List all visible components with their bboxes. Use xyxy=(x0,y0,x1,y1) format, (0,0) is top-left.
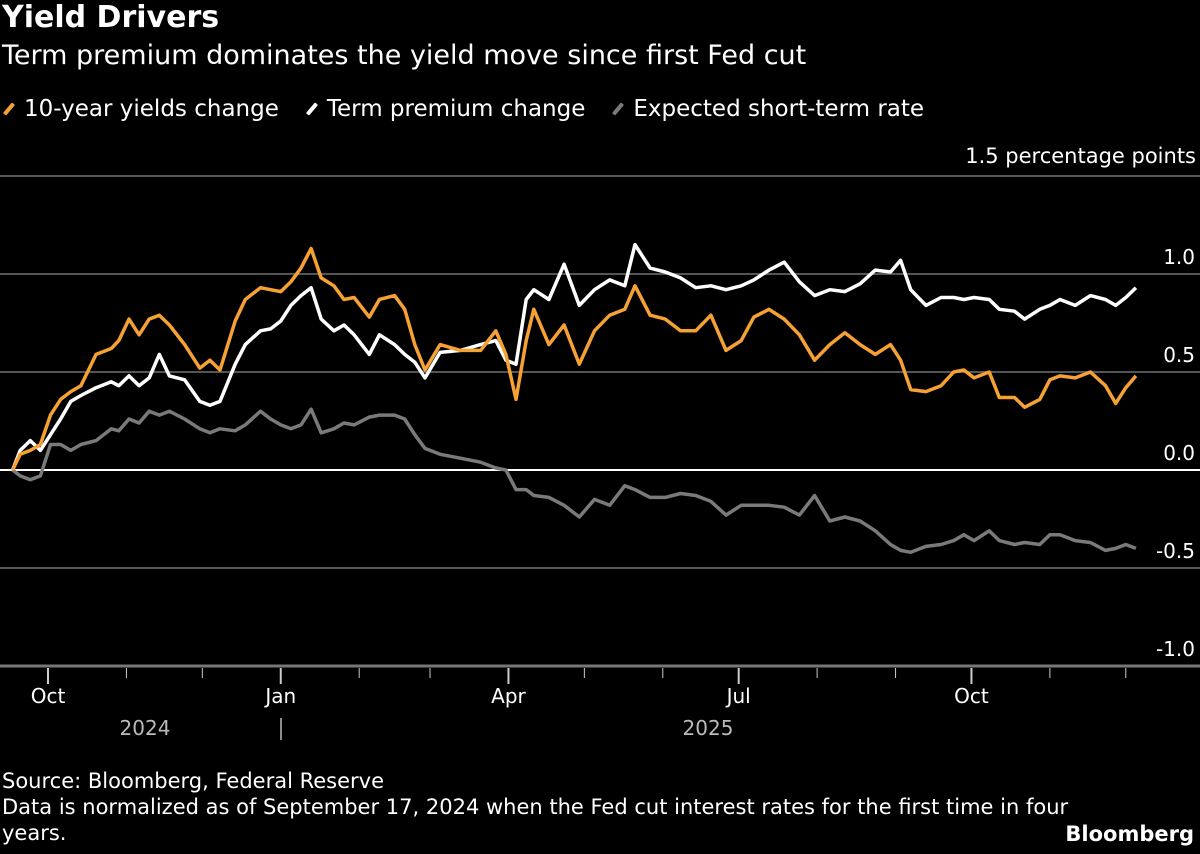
x-tick-label: Jul xyxy=(725,684,751,708)
data-note: Data is normalized as of September 17, 2… xyxy=(2,795,1069,845)
legend-item-expected-rate: Expected short-term rate xyxy=(611,96,924,122)
footer-notes: Source: Bloomberg, Federal Reserve Data … xyxy=(2,768,1082,846)
legend-label: Term premium change xyxy=(326,96,586,122)
legend-label: Expected short-term rate xyxy=(633,96,925,122)
y-tick-label: -1.0 xyxy=(1156,637,1195,661)
y-tick-label: 0.0 xyxy=(1163,441,1195,465)
legend: 10-year yields change Term premium chang… xyxy=(2,96,924,122)
x-tick-label: Oct xyxy=(954,684,989,708)
source-note: Source: Bloomberg, Federal Reserve xyxy=(2,769,384,793)
y-tick-label: 1.0 xyxy=(1163,245,1195,269)
chart-title: Yield Drivers xyxy=(2,0,220,35)
year-label: 2024 xyxy=(120,716,171,740)
legend-item-term-premium: Term premium change xyxy=(305,96,586,122)
chart-subtitle: Term premium dominates the yield move si… xyxy=(2,40,807,71)
x-tick-label: Apr xyxy=(491,684,526,708)
series-line-term-premium-change xyxy=(10,242,1138,471)
x-tick-label: Jan xyxy=(263,684,296,708)
y-tick-label: 0.5 xyxy=(1163,343,1195,367)
legend-item-10-year: 10-year yields change xyxy=(2,96,279,122)
series-line-expected-short-term-rate xyxy=(11,407,1137,555)
y-axis-unit-label: 1.5 percentage points xyxy=(965,144,1196,168)
legend-label: 10-year yields change xyxy=(24,96,279,122)
y-tick-label: -0.5 xyxy=(1156,539,1195,563)
line-chart: 1.0 0.5 0.0 -0.5 -1.0 Oct Jan Apr Jul Oct 2024 2025 xyxy=(0,175,1200,740)
x-tick-label: Oct xyxy=(31,684,66,708)
bloomberg-logo: Bloomberg xyxy=(1065,822,1194,846)
year-label: 2025 xyxy=(683,716,734,740)
series-line-10-year-yields-change xyxy=(11,246,1138,471)
